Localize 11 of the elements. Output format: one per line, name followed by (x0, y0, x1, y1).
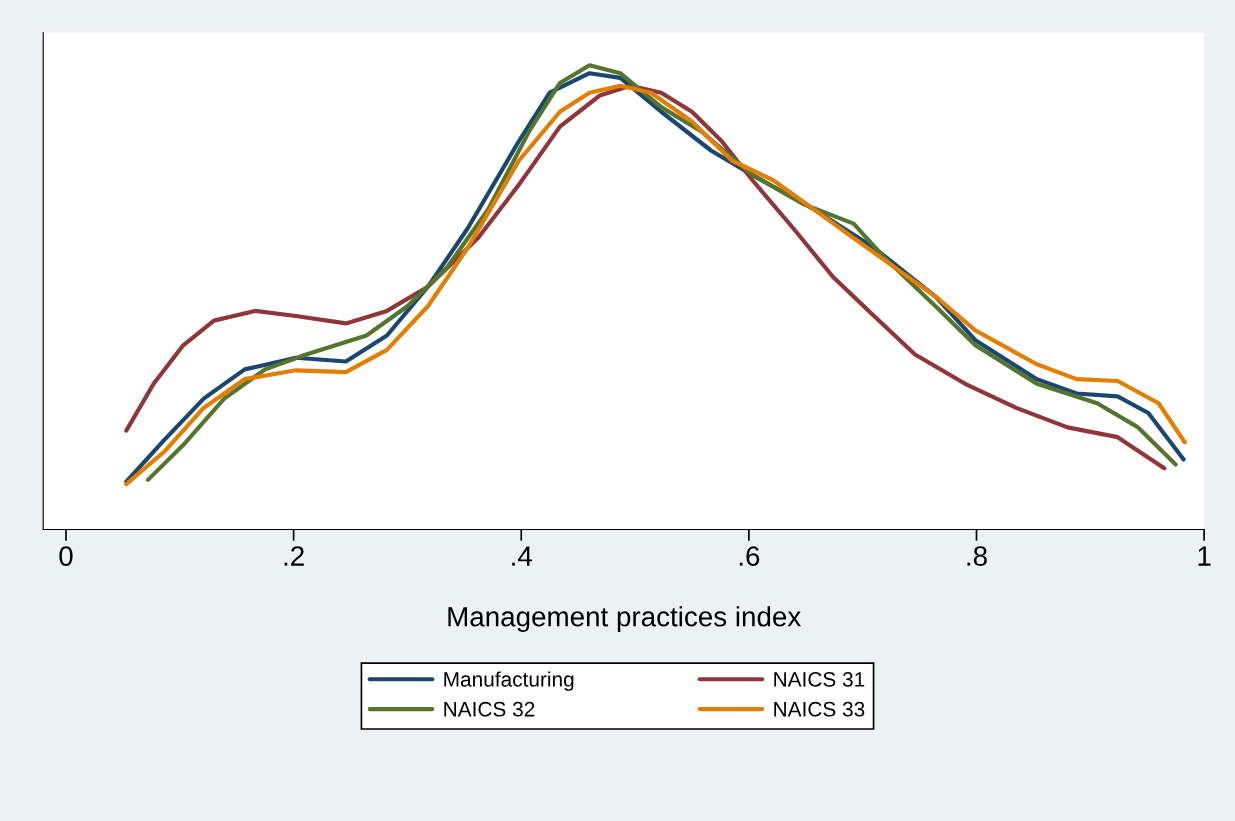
x-tick-label: 0 (59, 546, 73, 566)
x-tick-label: .6 (739, 546, 760, 566)
legend-label: NAICS 33 (774, 701, 865, 717)
x-tick-label: .2 (284, 546, 304, 566)
x-tick-label: .4 (512, 546, 533, 566)
x-tick-label: .8 (967, 546, 987, 566)
legend-label: NAICS 32 (444, 701, 535, 717)
x-axis-title: Management practices index (448, 606, 801, 633)
legend-label: Manufacturing (444, 671, 574, 691)
x-tick-label: 1 (1198, 546, 1211, 566)
legend-label: NAICS 31 (774, 672, 865, 687)
